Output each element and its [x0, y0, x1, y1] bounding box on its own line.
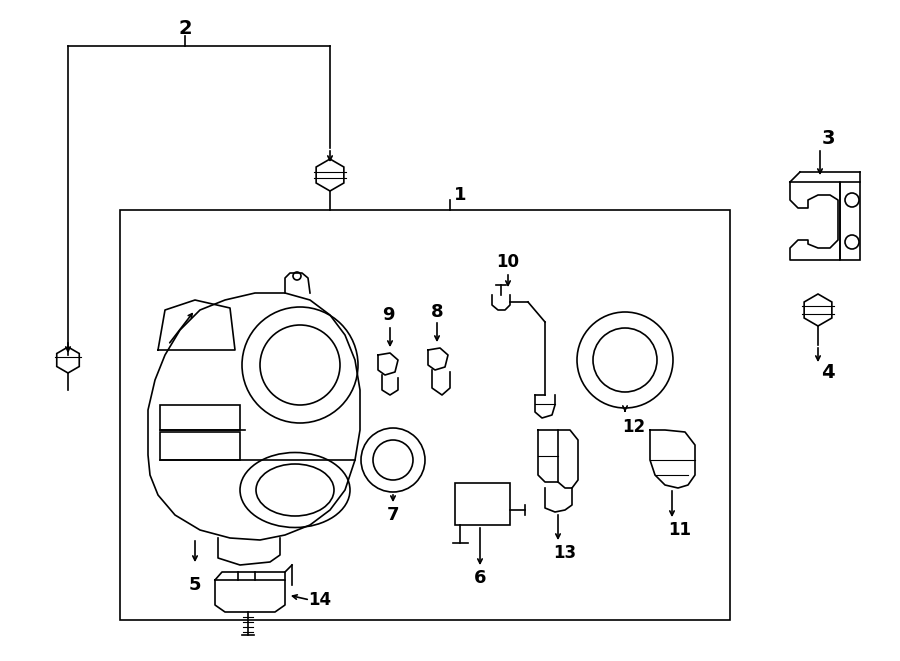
- Bar: [160, 432, 240, 460]
- Text: 3: 3: [821, 128, 835, 147]
- Text: 1: 1: [454, 186, 466, 204]
- Text: 11: 11: [669, 521, 691, 539]
- Text: 7: 7: [387, 506, 400, 524]
- Text: 13: 13: [554, 544, 577, 562]
- Text: 6: 6: [473, 569, 486, 587]
- Text: 12: 12: [623, 418, 645, 436]
- Text: 9: 9: [382, 306, 394, 324]
- Bar: [160, 405, 240, 430]
- Text: 10: 10: [497, 253, 519, 271]
- Text: 5: 5: [189, 576, 202, 594]
- Text: 14: 14: [309, 591, 331, 609]
- Text: 4: 4: [821, 364, 835, 383]
- Text: 8: 8: [431, 303, 444, 321]
- Bar: [455, 483, 510, 525]
- Text: 2: 2: [178, 19, 192, 38]
- Bar: [120, 210, 730, 620]
